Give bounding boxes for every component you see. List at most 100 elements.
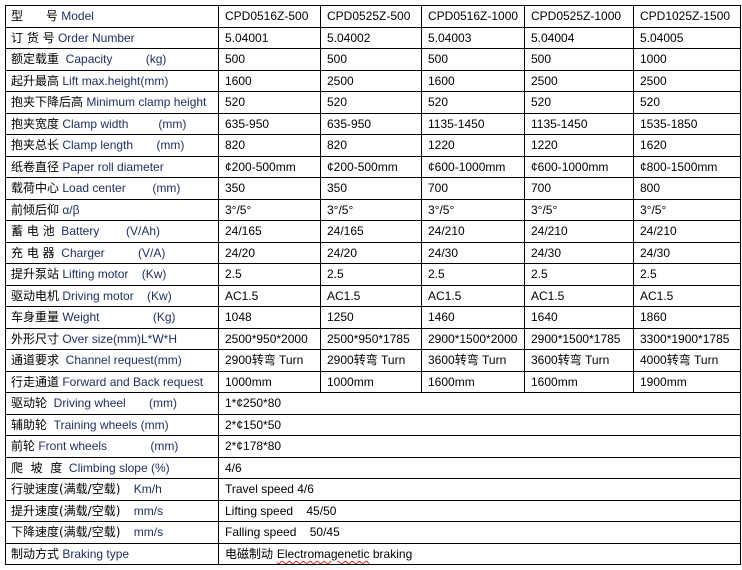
value-cell: 2500 — [633, 69, 741, 92]
value-cell: ¢200-500mm — [320, 155, 422, 178]
value-cell: 2900*1500*2000 — [421, 327, 525, 350]
value-cell: 1220 — [421, 134, 525, 157]
value-cell: AC1.5 — [421, 284, 525, 307]
label-cn: 提升速度(满载/空载) — [11, 503, 121, 518]
table-row: 辅助轮 Training wheels (mm) 2*¢150*50 — [5, 413, 741, 436]
table-row: 下降速度(满载/空载) mm/s Falling speed 50/45 — [5, 521, 741, 544]
label-cn: 提升泵站 — [11, 267, 60, 282]
label-cn: 行驶速度(满载/空载) — [11, 482, 121, 497]
table-row: 外形尺寸 Over size(mm)L*W*H 2500*950*2000 2500… — [5, 327, 741, 350]
table-row: 提升泵站 Lifting motor (Kw) 2.5 2.5 2.5 2.5 2.5 — [5, 263, 741, 286]
row-label: 抱夹宽度 Clamp width (mm) — [5, 112, 219, 135]
value-cell: 电磁制动 Electromagenetic braking — [218, 542, 741, 565]
value-cell: 1135-1450 — [524, 112, 634, 135]
value-cell: 24/30 — [524, 241, 634, 264]
table-row: 前倾后仰 α/β 3°/5° 3°/5° 3°/5° 3°/5° 3°/5° — [5, 198, 741, 221]
table-row: 充 电 器 Charger (V/A) 24/20 24/20 24/30 24/30 2… — [5, 241, 741, 264]
value-cell: 24/30 — [421, 241, 525, 264]
value-cell: 820 — [218, 134, 321, 157]
label-cn: 行走通道 — [11, 374, 60, 389]
label-en: Km/h — [120, 482, 162, 497]
label-cn: 订 货 号 — [11, 30, 55, 45]
label-cn: 外形尺寸 — [11, 331, 60, 346]
value-cell: 3600转弯 Turn — [524, 349, 634, 372]
value-cell: 1860 — [633, 306, 741, 329]
value-cell: 1250 — [320, 306, 422, 329]
table-row: 制动方式 Braking type 电磁制动 Electromagenetic b… — [5, 542, 741, 565]
label-en: Training wheels (mm) — [47, 417, 169, 432]
table-row: 载荷中心 Load center (mm) 350 350 700 700 800 — [5, 177, 741, 200]
label-en: Front wheels (mm) — [35, 439, 179, 454]
row-label: 抱夹总长 Clamp length (mm) — [5, 134, 219, 157]
row-label: 提升速度(满载/空载) mm/s — [5, 499, 219, 522]
table-row: 额定载重 Capacity (kg) 500 500 500 500 1000 — [5, 48, 741, 71]
row-label: 驱动电机 Driving motor (Kw) — [5, 284, 219, 307]
table-row: 起升最高 Lift max.height(mm) 1600 2500 1600 2500… — [5, 69, 741, 92]
value-cell: CPD0516Z-500 — [218, 5, 321, 28]
value-cell: 520 — [633, 91, 741, 114]
label-cn: 型 号 — [11, 9, 58, 24]
row-label: 前倾后仰 α/β — [5, 198, 219, 221]
value-cell: 2900转弯 Turn — [218, 349, 321, 372]
value-cell: 24/210 — [524, 220, 634, 243]
value-cell: 3°/5° — [633, 198, 741, 221]
value-cell: 24/30 — [633, 241, 741, 264]
value-cell: 2.5 — [524, 263, 634, 286]
value-cell: 1220 — [524, 134, 634, 157]
label-cn: 制动方式 — [11, 546, 60, 561]
value-cell: 1600 — [421, 69, 525, 92]
value-cell: 1640 — [524, 306, 634, 329]
value-cell: 520 — [218, 91, 321, 114]
label-en: Paper roll diameter — [59, 159, 164, 174]
label-cn: 驱动电机 — [11, 288, 60, 303]
table-row: 抱夹下降后高 Minimum clamp height 520 520 520 520 5… — [5, 91, 741, 114]
value-cell: 820 — [320, 134, 422, 157]
value-cell: 1900mm — [633, 370, 741, 393]
value-cell: 4000转弯 Turn — [633, 349, 741, 372]
table-row: 爬 坡 度 Climbing slope (%) 4/6 — [5, 456, 741, 479]
value-cell: 3°/5° — [320, 198, 422, 221]
label-en: Order Number — [54, 30, 135, 45]
value-cell: ¢200-500mm — [218, 155, 321, 178]
value-cell: 3°/5° — [421, 198, 525, 221]
value-cell: 2.5 — [421, 263, 525, 286]
value-cell: 5.04001 — [218, 26, 321, 49]
label-cn: 前轮 — [11, 439, 36, 454]
label-en: Driving motor (Kw) — [59, 288, 172, 303]
label-cn: 蓄 电 池 — [11, 224, 55, 239]
value-cell: 2900*1500*1785 — [524, 327, 634, 350]
row-label: 蓄 电 池 Battery (V/Ah) — [5, 220, 219, 243]
label-en: Charger (V/A) — [54, 245, 166, 260]
value-cell: 1620 — [633, 134, 741, 157]
label-en: Capacity (kg) — [59, 52, 167, 67]
label-en: Channel request(mm) — [59, 353, 182, 368]
value-cell: 24/165 — [218, 220, 321, 243]
label-en: Minimum clamp height — [83, 95, 207, 110]
value-cell: 2*¢178*80 — [218, 435, 741, 458]
value-cell: ¢600-1000mm — [421, 155, 525, 178]
row-label: 驱动轮 Driving wheel (mm) — [5, 392, 219, 415]
value-cell: 2.5 — [320, 263, 422, 286]
label-cn: 车身重量 — [11, 310, 60, 325]
label-en: Forward and Back request — [59, 374, 204, 389]
value-cell: 1*¢250*80 — [218, 392, 741, 415]
table-row: 驱动电机 Driving motor (Kw) AC1.5 AC1.5 AC1.5 AC… — [5, 284, 741, 307]
table-row: 抱夹宽度 Clamp width (mm) 635-950 635-950 1135-… — [5, 112, 741, 135]
value-cell: 520 — [421, 91, 525, 114]
value-cell: 2500 — [524, 69, 634, 92]
value-cell: 4/6 — [218, 456, 741, 479]
table-row: 前轮 Front wheels (mm) 2*¢178*80 — [5, 435, 741, 458]
label-en: α/β — [59, 202, 80, 217]
label-cn: 辅助轮 — [11, 417, 48, 432]
value-cell: CPD0525Z-1000 — [524, 5, 634, 28]
label-en: Driving wheel (mm) — [47, 396, 178, 411]
value-cell: 2500 — [320, 69, 422, 92]
table-row: 通道要求 Channel request(mm) 2900转弯 Turn 2900转… — [5, 349, 741, 372]
value-cell: 700 — [524, 177, 634, 200]
row-label: 型 号 Model — [5, 5, 219, 28]
value-cell: 24/20 — [320, 241, 422, 264]
row-label: 纸卷直径 Paper roll diameter — [5, 155, 219, 178]
value-cell: 2.5 — [218, 263, 321, 286]
value-cell: 5.04002 — [320, 26, 422, 49]
value-cell: 700 — [421, 177, 525, 200]
